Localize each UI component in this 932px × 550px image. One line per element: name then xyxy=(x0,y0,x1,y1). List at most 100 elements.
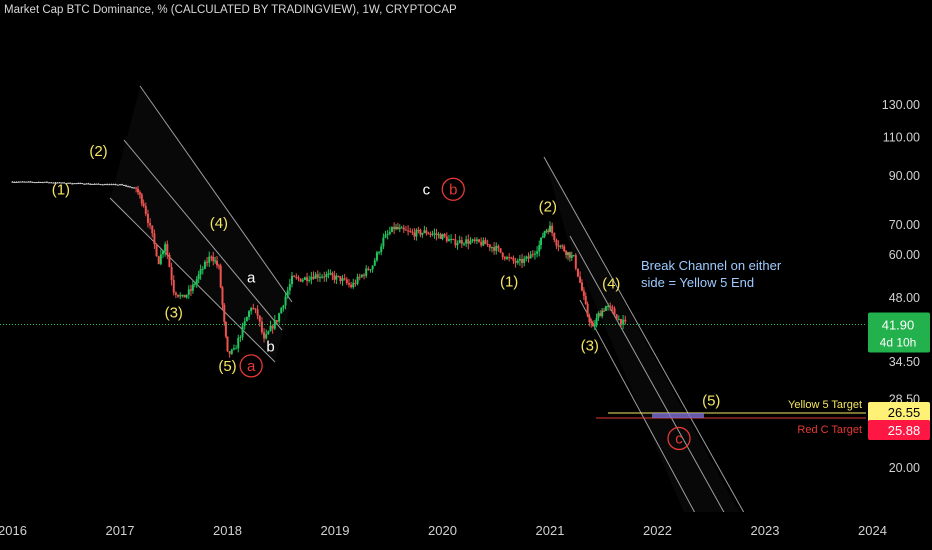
candle-body xyxy=(95,183,98,185)
candle-body xyxy=(303,277,306,280)
candle-body xyxy=(467,239,470,244)
candle-body xyxy=(557,245,560,247)
candle-body xyxy=(452,238,455,240)
candle-body xyxy=(619,318,622,325)
candle-body xyxy=(181,294,184,296)
candle-body xyxy=(101,184,104,186)
candle-body xyxy=(97,183,100,185)
candle-body xyxy=(613,308,616,315)
candle-body xyxy=(380,246,383,253)
candle-body xyxy=(267,331,270,335)
candle-body xyxy=(179,295,182,297)
candle-body xyxy=(388,231,391,234)
candle-body xyxy=(208,256,211,263)
candle-body xyxy=(293,275,296,277)
candle-body xyxy=(531,254,534,256)
candle-body xyxy=(597,313,600,319)
candle-body xyxy=(572,255,575,257)
candle-body xyxy=(230,349,233,354)
candle-body xyxy=(417,229,420,231)
wave-label: (4) xyxy=(602,275,620,292)
candle-body xyxy=(567,252,570,256)
candle-body xyxy=(604,306,607,311)
candle-body xyxy=(360,274,363,277)
candle-body xyxy=(559,245,562,247)
candle-body xyxy=(331,273,334,276)
candle-body xyxy=(306,277,309,281)
annotation-line-2: side = Yellow 5 End xyxy=(641,275,754,290)
candle-body xyxy=(378,252,381,254)
candle-body xyxy=(458,240,461,244)
price-axis: 130.00110.0090.0070.0060.0048.0034.5028.… xyxy=(866,0,932,550)
candle-body xyxy=(469,240,472,244)
candle-body xyxy=(540,237,543,246)
candle-body xyxy=(431,233,434,235)
candle-body xyxy=(497,245,500,249)
candle-body xyxy=(48,182,51,184)
candle-body xyxy=(19,181,22,183)
candle-body xyxy=(402,227,405,230)
candle-body xyxy=(195,279,198,284)
candle-body xyxy=(187,289,190,295)
candle-body xyxy=(185,294,188,298)
candle-body xyxy=(108,184,111,186)
candle-body xyxy=(201,268,204,270)
candle-body xyxy=(308,279,311,281)
candle-body xyxy=(125,185,128,187)
candle-body xyxy=(288,284,291,291)
candle-body xyxy=(529,254,532,259)
candle-body xyxy=(421,232,424,235)
candle-body xyxy=(89,183,92,185)
candle-body xyxy=(525,256,528,259)
candle-body xyxy=(228,351,231,354)
wave-label-circle xyxy=(667,426,691,451)
candle-body xyxy=(607,306,610,308)
candle-body xyxy=(284,296,287,306)
channel-line xyxy=(579,299,716,550)
price-tick-label: 90.00 xyxy=(889,169,920,183)
candle-body xyxy=(384,234,387,238)
candle-body xyxy=(398,227,401,229)
countdown-value: 4d 10h xyxy=(880,336,917,350)
candle-body xyxy=(258,315,261,322)
candle-body xyxy=(299,278,302,282)
candle-body xyxy=(43,181,46,183)
candle-body xyxy=(624,319,627,322)
wave-label: (2) xyxy=(539,199,557,216)
candle-body xyxy=(427,233,430,235)
candle-body xyxy=(56,182,59,184)
channel-fill xyxy=(544,157,760,550)
time-tick-label: 2019 xyxy=(321,523,350,538)
candle-body xyxy=(170,267,173,281)
wave-label: b xyxy=(449,181,457,198)
candle-body xyxy=(140,194,143,204)
candle-body xyxy=(144,206,147,214)
candle-body xyxy=(447,239,450,242)
candle-body xyxy=(275,320,278,322)
candle-body xyxy=(25,181,28,183)
candle-body xyxy=(565,251,568,256)
candle-body xyxy=(603,310,606,312)
candle-body xyxy=(490,247,493,249)
candle-body xyxy=(269,325,272,332)
candle-body xyxy=(224,321,227,337)
candle-body xyxy=(75,183,78,185)
candle-body xyxy=(465,239,468,244)
candle-body xyxy=(226,336,229,352)
candle-body xyxy=(445,236,448,242)
price-tick-label: 34.50 xyxy=(889,355,920,369)
candle-body xyxy=(129,186,132,188)
candle-body xyxy=(123,184,126,186)
candle-body xyxy=(243,321,246,326)
candle-body xyxy=(110,184,113,186)
candle-body xyxy=(499,248,502,253)
candle-body xyxy=(116,184,119,186)
channel-line xyxy=(123,139,283,331)
candle-body xyxy=(79,183,82,185)
candle-body xyxy=(536,251,539,254)
candle-body xyxy=(549,225,551,233)
candle-body xyxy=(599,313,602,317)
candle-body xyxy=(155,244,158,257)
candle-body xyxy=(617,318,620,320)
